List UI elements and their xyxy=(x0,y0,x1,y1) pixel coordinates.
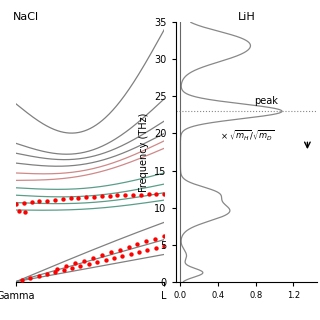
Point xyxy=(44,198,50,203)
Point xyxy=(92,194,97,199)
Point xyxy=(78,263,83,268)
Point xyxy=(162,233,167,238)
Point xyxy=(162,191,167,196)
Y-axis label: Frequency (THz): Frequency (THz) xyxy=(139,112,148,192)
Point xyxy=(138,192,143,197)
Point xyxy=(68,196,73,201)
Point xyxy=(153,236,158,241)
Point xyxy=(73,261,78,266)
Point xyxy=(126,244,131,250)
Point xyxy=(55,266,60,271)
Point xyxy=(82,258,87,263)
Point xyxy=(13,201,19,206)
Point xyxy=(145,247,150,252)
Point xyxy=(60,196,65,202)
Point xyxy=(84,195,89,200)
Point xyxy=(108,250,113,255)
Point xyxy=(95,260,100,265)
Point xyxy=(20,278,25,283)
Point xyxy=(144,239,149,244)
Point xyxy=(44,272,50,277)
Point xyxy=(153,245,158,250)
Point xyxy=(137,249,142,254)
Point xyxy=(146,192,151,197)
Point xyxy=(29,200,34,205)
Point xyxy=(117,247,122,252)
Point xyxy=(107,193,112,198)
Text: peak: peak xyxy=(254,96,278,106)
Point xyxy=(16,209,21,214)
Point xyxy=(162,243,167,248)
Point xyxy=(64,263,69,268)
Point xyxy=(128,251,133,256)
Point xyxy=(120,253,125,259)
Point xyxy=(86,261,92,267)
Point xyxy=(123,193,128,198)
Point xyxy=(37,199,42,204)
Point xyxy=(36,274,41,279)
Point xyxy=(61,268,66,273)
Point xyxy=(28,276,33,281)
Text: $\times\ \sqrt{m_H}/\sqrt{m_D}$: $\times\ \sqrt{m_H}/\sqrt{m_D}$ xyxy=(220,128,275,142)
Point xyxy=(91,255,96,260)
Point xyxy=(100,252,105,258)
Point xyxy=(52,197,58,202)
Point xyxy=(130,192,135,197)
Point xyxy=(69,266,75,271)
Point xyxy=(111,255,116,260)
Point xyxy=(103,257,108,262)
Title: LiH: LiH xyxy=(237,12,255,22)
Point xyxy=(53,269,58,275)
Point xyxy=(135,242,140,247)
Point xyxy=(115,193,120,198)
Point xyxy=(76,195,81,200)
Text: NaCl: NaCl xyxy=(13,12,39,22)
Point xyxy=(22,210,28,215)
Point xyxy=(154,192,159,197)
Point xyxy=(99,194,104,199)
Point xyxy=(21,200,26,205)
